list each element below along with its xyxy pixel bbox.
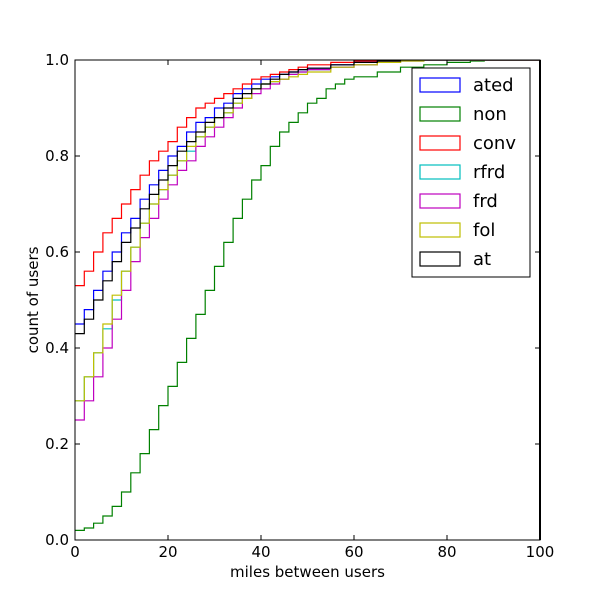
legend-label-at: at — [473, 249, 491, 270]
ticks-layer: 0 20 40 60 80 100 0.0 0.2 0.4 0.6 0.8 1.0 — [45, 51, 554, 561]
legend-swatch-ated — [419, 77, 461, 93]
legend-swatch-non — [419, 106, 461, 122]
y-tick-label: 0.8 — [45, 147, 69, 165]
series-line-at — [75, 60, 540, 335]
y-tick-label: 0.0 — [45, 531, 69, 549]
y-axis-label: count of users — [24, 246, 42, 353]
legend-box — [411, 67, 531, 278]
legend-label-non: non — [473, 104, 507, 125]
legend-label-ated: ated — [473, 75, 514, 96]
legend-label-frd: frd — [473, 191, 498, 212]
x-tick-label: 0 — [70, 543, 80, 561]
legend-label-fol: fol — [473, 220, 495, 241]
legend-swatch-conv — [419, 135, 461, 151]
legend: ated non conv rfrd frd fol at — [411, 67, 531, 278]
x-tick-label: 20 — [158, 543, 177, 561]
y-tick-label: 0.6 — [45, 243, 69, 261]
x-axis-label: miles between users — [230, 563, 385, 581]
y-tick-label: 0.4 — [45, 339, 69, 357]
series-line-conv — [75, 60, 540, 287]
plot-frame — [74, 59, 541, 541]
legend-swatch-frd — [419, 193, 461, 209]
legend-label-conv: conv — [473, 133, 516, 154]
legend-swatch-rfrd — [419, 164, 461, 180]
legend-swatch-fol — [419, 222, 461, 238]
x-tick-label: 80 — [437, 543, 456, 561]
x-tick-label: 100 — [526, 543, 555, 561]
x-tick-label: 40 — [251, 543, 270, 561]
x-tick-label: 60 — [344, 543, 363, 561]
legend-label-rfrd: rfrd — [473, 162, 505, 183]
series-layer — [75, 60, 541, 540]
series-line-non — [75, 60, 540, 531]
y-tick-label: 1.0 — [45, 51, 69, 69]
y-tick-label: 0.2 — [45, 435, 69, 453]
legend-swatch-at — [419, 251, 461, 267]
